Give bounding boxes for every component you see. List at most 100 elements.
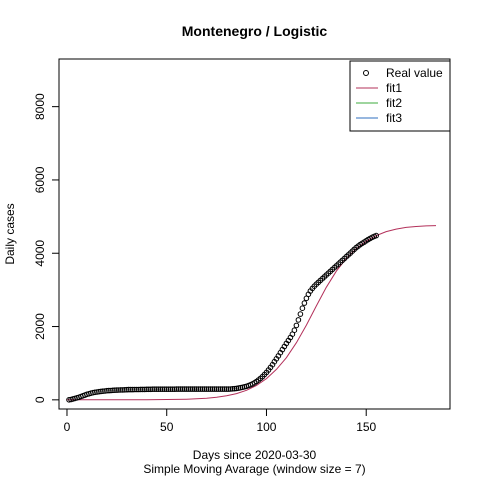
data-point: [169, 386, 176, 393]
data-point: [142, 386, 148, 393]
data-point: [148, 386, 154, 393]
data-point: [102, 388, 108, 394]
data-point: [225, 386, 232, 392]
data-point: [116, 387, 122, 393]
y-axis: 0 2000 4000 6000 8000: [33, 93, 60, 403]
data-point: [217, 386, 224, 392]
data-point: [209, 386, 216, 392]
data-point: [177, 386, 184, 392]
data-point: [211, 386, 218, 392]
chart-title: Montenegro / Logistic: [182, 23, 328, 39]
data-point: [167, 386, 174, 393]
data-point: [175, 386, 182, 392]
y-axis-label: Daily cases: [3, 203, 17, 264]
data-point: [163, 386, 170, 393]
data-point: [221, 386, 228, 392]
data-point: [195, 386, 202, 392]
data-point: [171, 386, 178, 393]
data-point: [118, 387, 124, 393]
data-point: [112, 387, 118, 394]
data-point: [165, 386, 172, 393]
data-point: [201, 386, 208, 392]
data-point: [189, 386, 196, 392]
x-axis: 0 50 100 150: [64, 408, 377, 434]
data-point: [130, 386, 136, 393]
data-point: [140, 386, 146, 393]
data-point: [114, 387, 120, 393]
data-point: [157, 386, 164, 393]
data-point: [154, 386, 160, 393]
data-point: [106, 387, 112, 394]
x-tick-label: 50: [160, 420, 174, 434]
data-point: [159, 386, 166, 393]
data-point: [207, 386, 214, 392]
fit-lines: [67, 225, 437, 401]
y-tick-label: 0: [33, 396, 47, 403]
data-point: [92, 389, 98, 396]
x-tick-label: 150: [356, 420, 376, 434]
data-point: [134, 386, 140, 393]
data-point: [227, 386, 234, 392]
data-point: [128, 386, 134, 393]
data-point: [120, 387, 126, 393]
data-point: [155, 386, 162, 393]
legend-label: Real value: [386, 66, 443, 80]
data-point: [146, 386, 152, 393]
data-point: [150, 386, 156, 393]
data-point: [98, 388, 104, 395]
y-tick-label: 6000: [33, 166, 47, 193]
x-tick-label: 0: [64, 420, 71, 434]
data-point: [110, 387, 116, 394]
x-axis-label: Days since 2020-03-30: [193, 448, 317, 462]
data-point: [233, 385, 240, 392]
data-point: [144, 386, 150, 393]
legend-label: fit2: [386, 96, 402, 110]
data-point: [193, 386, 200, 392]
legend-box: [349, 60, 451, 132]
legend-marker-point: [363, 70, 369, 76]
data-point: [219, 386, 226, 392]
data-point: [191, 386, 198, 392]
data-point: [100, 388, 106, 395]
data-point: [108, 387, 114, 394]
data-point: [179, 386, 186, 392]
x-tick-label: 100: [256, 420, 276, 434]
data-point: [203, 386, 210, 392]
data-point: [197, 386, 204, 392]
data-point: [132, 386, 138, 393]
data-point: [205, 386, 212, 392]
data-point: [104, 387, 110, 394]
legend-label: fit3: [386, 111, 402, 125]
legend-label: fit1: [386, 81, 402, 95]
real-value-points: [66, 232, 380, 403]
data-point: [173, 386, 180, 392]
data-point: [152, 386, 158, 393]
data-point: [373, 232, 380, 239]
data-point: [161, 386, 168, 393]
data-point: [293, 322, 300, 329]
data-point: [297, 311, 304, 317]
data-point: [126, 386, 132, 393]
data-point: [299, 305, 306, 312]
y-tick-label: 4000: [33, 240, 47, 267]
data-point: [136, 386, 142, 393]
data-point: [181, 386, 188, 392]
data-point: [122, 387, 128, 393]
data-point: [138, 386, 144, 393]
data-point: [185, 386, 192, 392]
data-point: [295, 317, 302, 323]
data-point: [94, 389, 100, 395]
data-point: [301, 300, 308, 306]
data-point: [183, 386, 190, 392]
data-point: [124, 386, 130, 393]
data-point: [229, 386, 236, 392]
data-point: [215, 386, 222, 392]
series-line-fit1: [67, 225, 437, 401]
x-axis-sublabel: Simple Moving Avarage (window size = 7): [143, 462, 365, 476]
data-point: [223, 386, 230, 392]
y-tick-label: 2000: [33, 313, 47, 340]
data-point: [213, 386, 220, 392]
